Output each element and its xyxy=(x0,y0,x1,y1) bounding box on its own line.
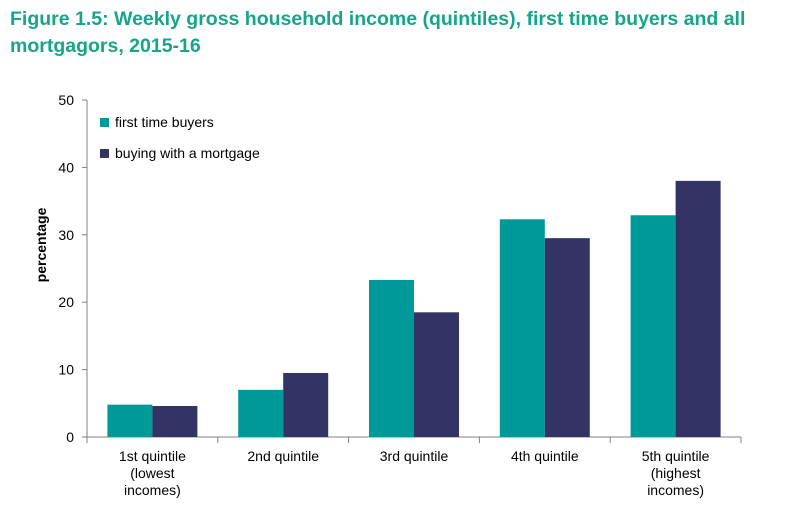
y-axis-label: percentage xyxy=(33,207,49,282)
bar xyxy=(630,215,676,437)
legend-label: buying with a mortgage xyxy=(115,145,260,161)
y-tick-label: 10 xyxy=(58,362,74,378)
bars xyxy=(107,180,721,437)
x-tick-label: 5th quintile xyxy=(642,448,710,464)
y-tick-label: 40 xyxy=(58,159,74,175)
x-tick-label: incomes) xyxy=(124,482,181,498)
legend-swatch xyxy=(100,118,109,127)
legend: first time buyers buying with a mortgage xyxy=(100,114,260,161)
x-tick-label: (highest xyxy=(651,465,701,481)
x-tick-label: 1st quintile xyxy=(119,448,186,464)
legend-swatch xyxy=(100,149,109,158)
bar xyxy=(544,238,590,437)
x-tick-label: (lowest xyxy=(130,465,174,481)
y-tick-label: 20 xyxy=(58,294,74,310)
bar xyxy=(499,219,545,437)
bar xyxy=(238,389,284,437)
bar xyxy=(369,279,414,437)
bar xyxy=(675,180,721,437)
bar xyxy=(152,405,198,437)
y-tick-label: 50 xyxy=(58,92,74,108)
bar xyxy=(107,404,153,437)
x-tick-label: 4th quintile xyxy=(511,448,579,464)
x-tick-label: 2nd quintile xyxy=(247,448,319,464)
chart-title: Figure 1.5: Weekly gross household incom… xyxy=(10,8,746,57)
bar xyxy=(283,372,329,437)
x-tick-label: incomes) xyxy=(647,482,704,498)
y-tick-label: 0 xyxy=(66,429,74,445)
x-tick-label: 3rd quintile xyxy=(380,448,449,464)
bar xyxy=(414,312,459,437)
legend-label: first time buyers xyxy=(115,114,214,130)
y-tick-label: 30 xyxy=(58,227,74,243)
